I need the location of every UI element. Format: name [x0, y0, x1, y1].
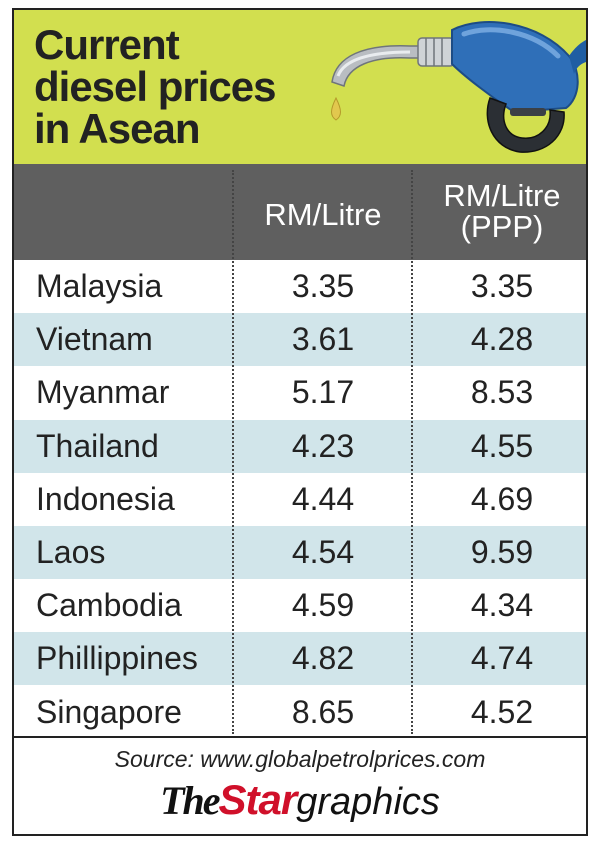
- source-note: Source: www.globalpetrolprices.com: [114, 746, 486, 772]
- rm-litre-cell: 4.23: [291, 427, 355, 464]
- infographic-card: Current diesel prices in Asean: [12, 8, 588, 836]
- column-header-row: RM/Litre RM/Litre (PPP): [14, 164, 586, 260]
- rm-litre-ppp-cell: 4.69: [470, 480, 534, 517]
- table-row: Thailand 4.23 4.55: [14, 419, 586, 473]
- table-row: Phillippines 4.82 4.74: [14, 632, 586, 686]
- rm-litre-cell: 5.17: [291, 374, 355, 411]
- footer-divider: [14, 736, 586, 738]
- column-header-ppp-line-1: RM/Litre: [443, 178, 561, 213]
- rm-litre-ppp-cell: 4.74: [470, 640, 534, 677]
- header-banner: Current diesel prices in Asean: [14, 10, 586, 164]
- rm-litre-ppp-cell: 4.34: [470, 587, 534, 624]
- rm-litre-cell: 4.54: [291, 534, 355, 570]
- rm-litre-ppp-cell: 3.35: [470, 268, 534, 304]
- table-row: Cambodia 4.59 4.34: [14, 579, 586, 632]
- rm-litre-ppp-cell: 4.55: [470, 427, 534, 464]
- column-divider-1: [232, 170, 234, 734]
- title-line-1: Current: [34, 21, 180, 68]
- table-row: Malaysia 3.35 3.35: [14, 260, 586, 313]
- chart-title: Current diesel prices in Asean: [34, 21, 276, 152]
- rm-litre-cell: 8.65: [291, 693, 355, 730]
- country-cell: Indonesia: [36, 480, 175, 517]
- fuel-nozzle-icon: [331, 21, 586, 153]
- country-cell: Thailand: [36, 427, 159, 464]
- column-divider-2: [411, 170, 413, 734]
- table-row: Indonesia 4.44 4.69: [14, 473, 586, 526]
- brand-logo: TheStargraphics: [14, 776, 586, 834]
- column-header-rm-litre-line-1: RM/Litre: [264, 197, 382, 232]
- rm-litre-ppp-cell: 4.28: [470, 321, 534, 358]
- column-header-rm-litre-ppp: RM/Litre (PPP): [418, 180, 586, 242]
- rm-litre-ppp-cell: 8.53: [470, 374, 534, 411]
- country-cell: Laos: [36, 534, 106, 570]
- country-cell: Phillippines: [36, 640, 198, 677]
- country-cell: Cambodia: [36, 587, 182, 624]
- brand-graphics: graphics: [296, 781, 440, 823]
- rm-litre-ppp-cell: 4.52: [470, 693, 534, 730]
- rm-litre-cell: 3.35: [291, 268, 355, 304]
- table-row: Myanmar 5.17 8.53: [14, 366, 586, 419]
- table-row: Laos 4.54 9.59: [14, 526, 586, 579]
- title-line-2: diesel prices: [34, 63, 276, 110]
- country-cell: Malaysia: [36, 268, 163, 304]
- table-row: Vietnam 3.61 4.28: [14, 313, 586, 367]
- column-header-ppp-line-2: (PPP): [460, 209, 544, 244]
- title-line-3: in Asean: [34, 105, 201, 152]
- rm-litre-cell: 3.61: [291, 321, 355, 358]
- rm-litre-cell: 4.82: [291, 640, 355, 677]
- brand-the: The: [160, 778, 220, 823]
- rm-litre-ppp-cell: 9.59: [470, 534, 534, 570]
- brand-star: Star: [218, 776, 298, 823]
- column-header-rm-litre: RM/Litre: [240, 199, 406, 230]
- table-row: Singapore 8.65 4.52: [14, 686, 586, 739]
- rm-litre-cell: 4.59: [291, 587, 355, 624]
- country-cell: Singapore: [36, 693, 182, 730]
- country-cell: Myanmar: [36, 374, 170, 411]
- rm-litre-cell: 4.44: [291, 480, 355, 517]
- country-cell: Vietnam: [36, 321, 153, 358]
